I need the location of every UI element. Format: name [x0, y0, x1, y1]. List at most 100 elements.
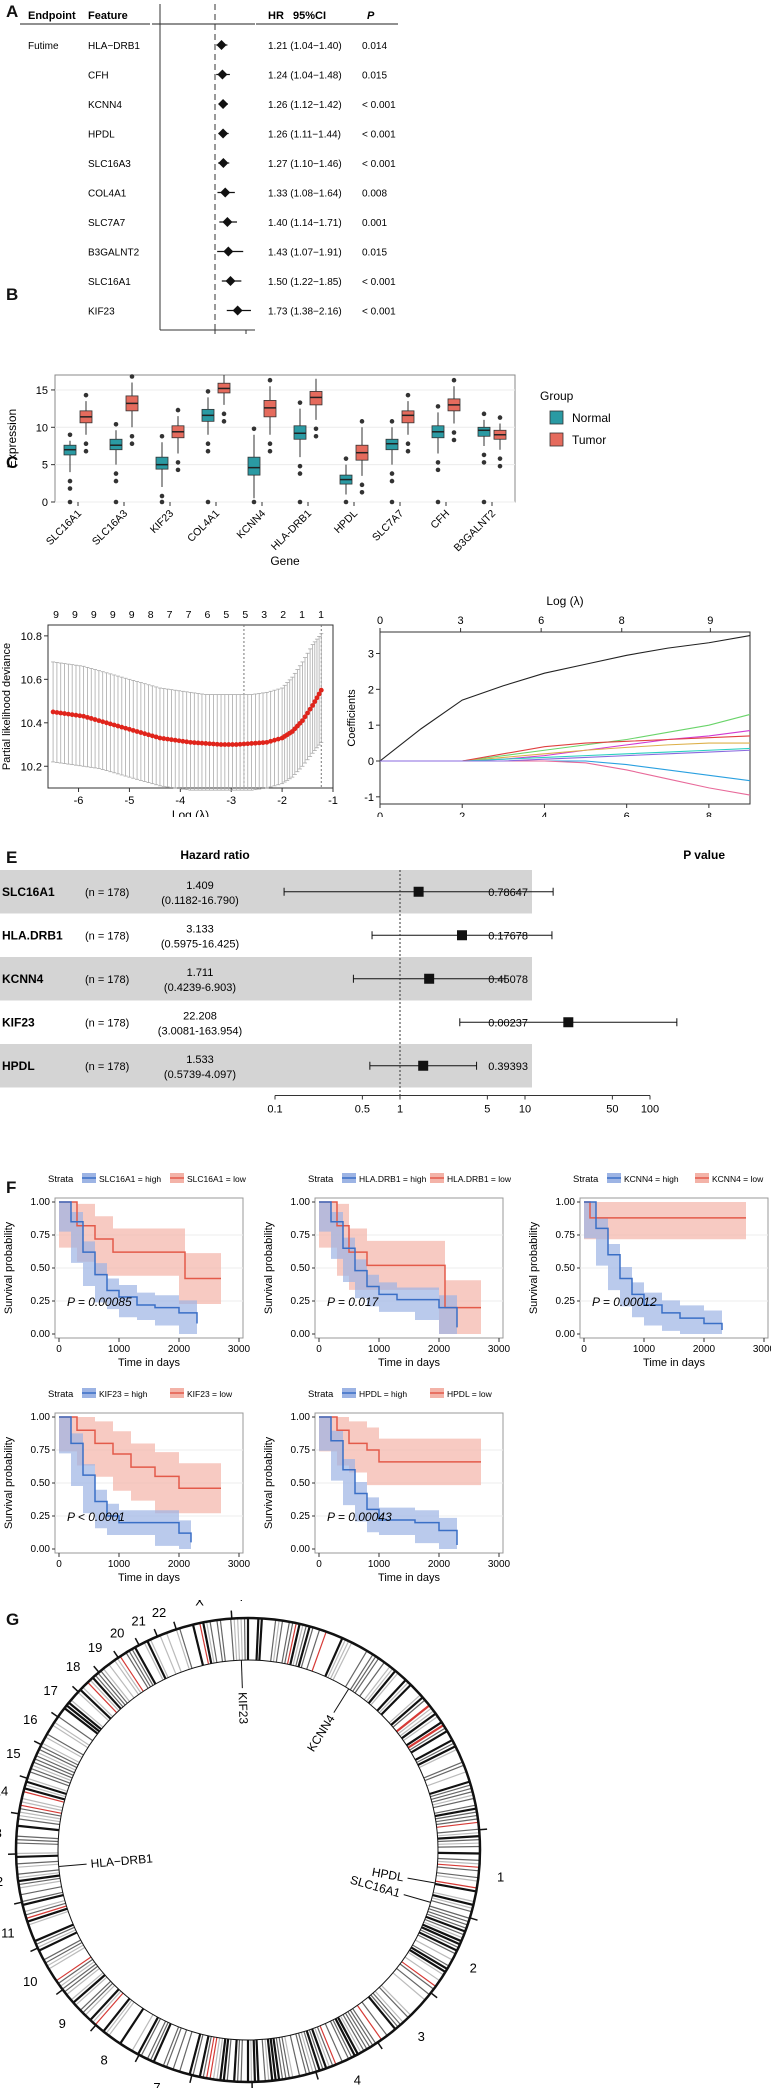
chromosome-band	[410, 1946, 448, 1970]
deviance-point	[58, 710, 64, 716]
chromosome-band	[418, 1748, 458, 1769]
x-tick-label: 1000	[368, 1344, 391, 1355]
normal-outlier	[67, 486, 73, 491]
chromosome-band	[436, 1818, 478, 1826]
normal-outlier	[113, 499, 119, 505]
chromosome-band	[272, 1620, 280, 1662]
y-axis-label: Partial likelihood deviance	[1, 643, 13, 770]
deviance-point	[268, 738, 274, 744]
panel-label-g: G	[6, 1610, 20, 1629]
chromosome-band	[344, 2012, 368, 2050]
deviance-point	[218, 742, 224, 747]
p-value: 0.015	[362, 71, 387, 82]
deviance-point	[300, 718, 305, 724]
chromosome-band	[286, 1622, 297, 1665]
plot-frame	[379, 631, 751, 805]
deviance-point	[115, 723, 121, 729]
chromosome-band	[119, 1656, 144, 1692]
chromosome-band	[38, 1748, 78, 1769]
y-tick-label: 1.00	[291, 1197, 311, 1208]
tumor-outlier	[405, 448, 411, 454]
header-hr: HR	[268, 10, 284, 22]
y-axis-label: Survival probability	[528, 1221, 540, 1314]
p-value: < 0.001	[362, 307, 396, 318]
chromosome-label: 17	[43, 1683, 57, 1698]
chromosome-band	[236, 2039, 241, 2082]
chromosome-band	[250, 2039, 253, 2082]
logrank-p: P = 0.00043	[327, 1510, 392, 1524]
deviance-point	[241, 741, 247, 747]
deviance-point	[272, 737, 277, 743]
x-tick-label: HPDL	[332, 508, 360, 536]
deviance-point	[312, 699, 318, 705]
y-tick-label: 0.75	[31, 1230, 51, 1241]
chromosome-band	[134, 1646, 157, 1685]
y-tick-label: 1.00	[31, 1197, 51, 1208]
chromosome-band	[269, 2038, 277, 2081]
tumor-outlier	[313, 426, 319, 432]
chromosome-band	[399, 1963, 434, 1990]
expression-boxplot: 0 5 10 15 Expression SLC16A1 SLC16A3 KIF23 COL4A…	[5, 374, 611, 568]
chromosome-band	[437, 1857, 480, 1862]
chromosome-band	[66, 1967, 100, 1996]
normal-outlier	[297, 463, 303, 469]
deviance-point	[207, 741, 212, 747]
x-tick-label: 0.1	[267, 1104, 282, 1116]
top-count-label: 5	[223, 609, 229, 621]
chromosome-band	[428, 1908, 469, 1923]
deviance-point	[85, 714, 90, 720]
normal-outlier	[67, 478, 73, 484]
low-ci-band	[319, 1417, 481, 1486]
high-survival-curve	[584, 1201, 723, 1331]
deviance-point	[195, 740, 201, 746]
strata-label: Strata	[308, 1174, 334, 1185]
chromosome-band	[27, 1777, 68, 1792]
chromosome-band	[347, 2011, 371, 2048]
chromosome-band	[349, 2009, 374, 2046]
tumor-outlier	[175, 407, 181, 413]
chromosome-band	[423, 1761, 463, 1779]
tumor-outlier	[497, 456, 503, 461]
chromosome-band	[172, 2029, 188, 2070]
y-tick-label: 10.8	[21, 631, 42, 643]
chromosome-boundary	[71, 1685, 79, 1693]
tumor-outlier	[313, 433, 319, 439]
chromosome-band	[25, 1902, 66, 1916]
chromosome-band	[149, 2022, 169, 2061]
deviance-point	[81, 713, 87, 719]
chromosome-band	[423, 1921, 463, 1939]
legend-label-low: KCNN4 = low	[712, 1174, 764, 1184]
feature-label: SLC16A1	[88, 277, 131, 288]
chromosome-band	[316, 2026, 334, 2067]
chromosome-band	[22, 1893, 64, 1907]
y-tick-label: 10.4	[21, 718, 42, 730]
x-tick-label: KIF23	[148, 508, 176, 536]
chromosome-band	[212, 2037, 221, 2080]
normal-outlier	[389, 499, 395, 505]
chromosome-band	[376, 1679, 407, 1712]
chromosome-band	[55, 1956, 92, 1982]
chromosome-boundary	[189, 2074, 193, 2084]
chromosome-band	[159, 1635, 177, 1675]
chromosome-band	[417, 1745, 456, 1766]
panel-label-e: E	[6, 848, 18, 867]
chromosome-band	[37, 1929, 76, 1949]
y-tick-label: 0	[368, 756, 374, 768]
x-tick-label: 0	[56, 1344, 62, 1355]
normal-outlier	[113, 422, 119, 427]
chromosome-band	[433, 1891, 475, 1903]
chromosome-band	[434, 1882, 477, 1893]
chromosome-band	[300, 2032, 314, 2073]
normal-outlier	[113, 478, 119, 484]
p-value: 0.78647	[488, 887, 528, 899]
p-value: 0.015	[362, 248, 387, 259]
chromosome-band	[407, 1951, 444, 1976]
x-tick-label: 0	[316, 1559, 322, 1570]
chromosome-band	[436, 1874, 478, 1882]
low-ci-band	[59, 1202, 221, 1304]
top-axis-label: Log (λ)	[546, 594, 583, 608]
high-survival-curve	[59, 1416, 192, 1543]
chromosome-band	[205, 2036, 215, 2079]
deviance-point	[256, 740, 262, 746]
hr-diamond	[222, 217, 233, 227]
